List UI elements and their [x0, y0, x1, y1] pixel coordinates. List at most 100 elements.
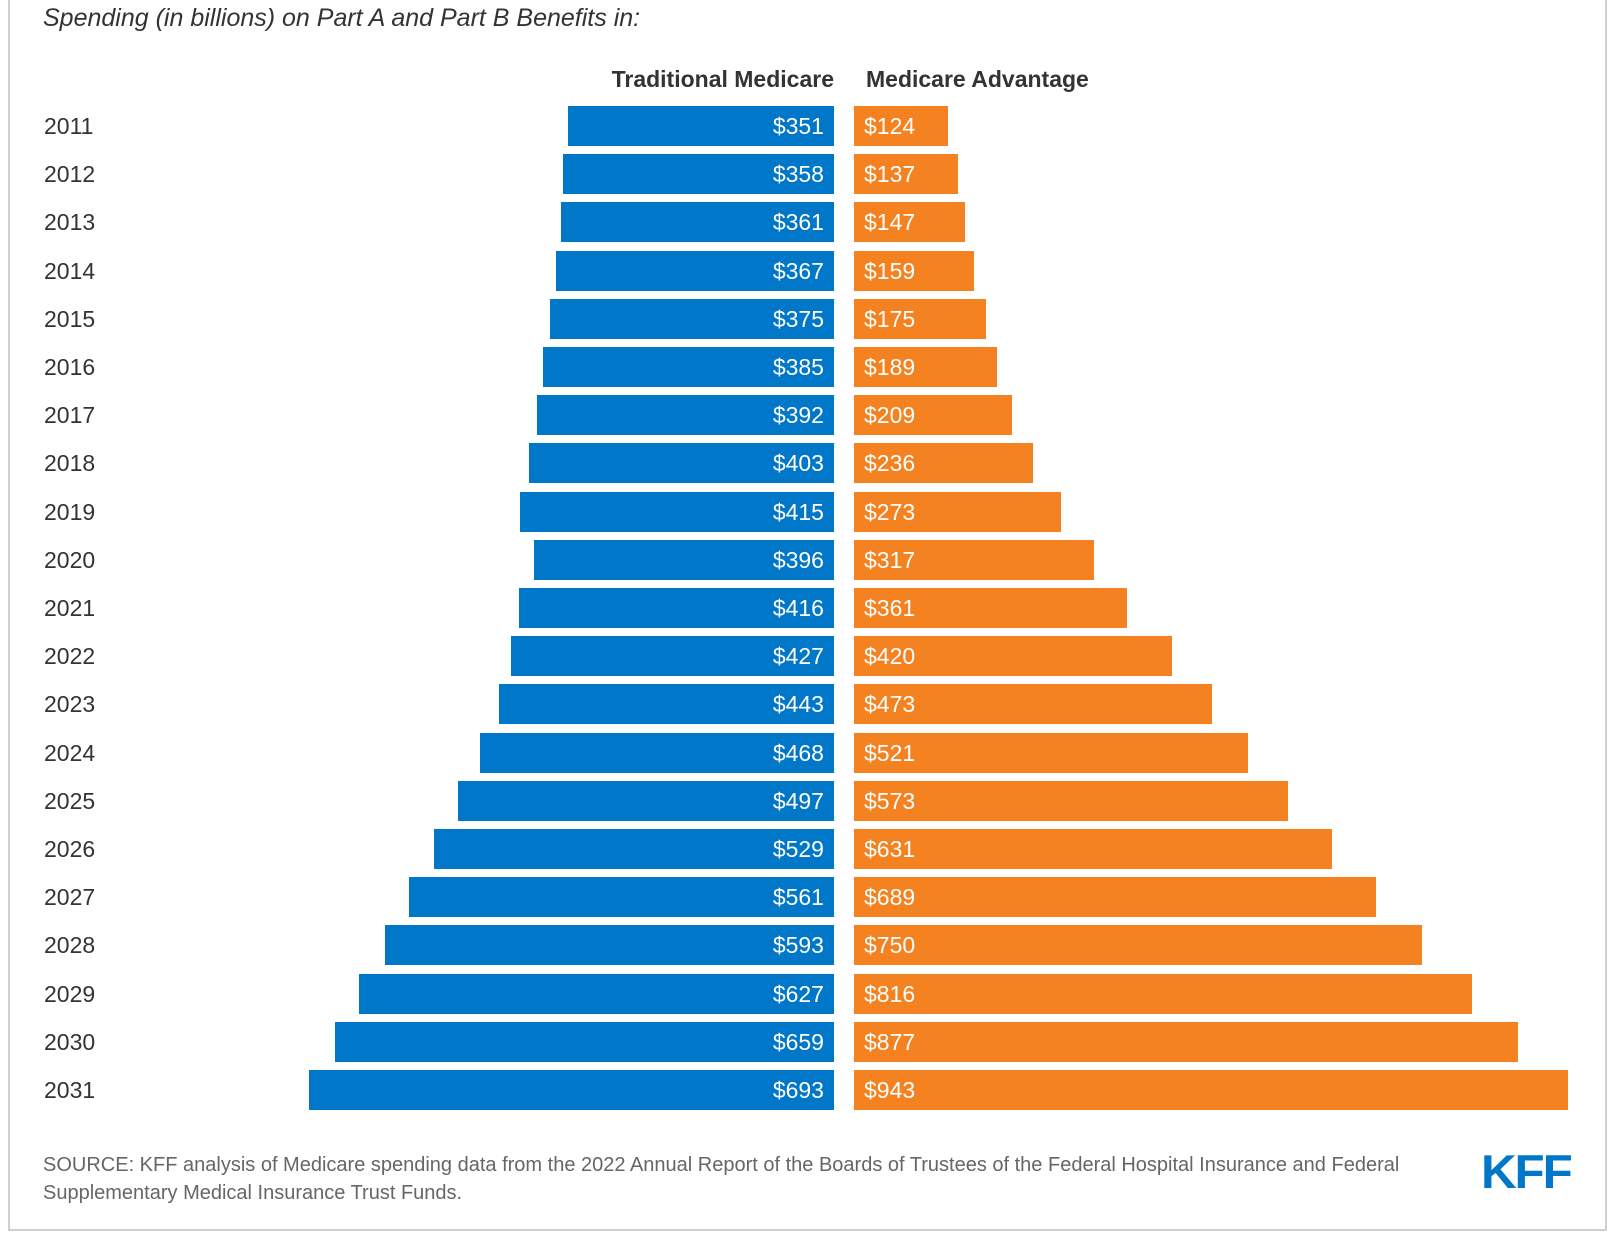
category-label-2016: 2016 [44, 354, 96, 380]
bar-traditional-medicare-2031: $693 [309, 1070, 834, 1110]
bar-medicare-advantage-2029: $816 [854, 973, 1472, 1014]
data-label: $209 [864, 402, 916, 429]
bar-medicare-advantage-2026: $631 [854, 829, 1332, 869]
category-label-2015: 2015 [44, 305, 96, 332]
category-label-2014: 2014 [44, 257, 96, 284]
category-label-2017: 2017 [44, 402, 96, 429]
data-label: $468 [772, 739, 824, 766]
category-label-2023: 2023 [44, 691, 96, 718]
bar-traditional-medicare-2029: $627 [359, 973, 834, 1014]
chart-frame [8, 0, 1607, 1231]
data-label: $273 [864, 498, 916, 525]
category-label-2027: 2027 [44, 884, 96, 911]
data-label: $367 [772, 257, 824, 284]
data-label: $416 [772, 595, 824, 621]
category-label-2011: 2011 [44, 113, 94, 139]
bar-medicare-advantage-2012: $137 [854, 154, 958, 195]
bar-traditional-medicare-2026: $529 [433, 829, 834, 869]
data-label: $189 [864, 354, 916, 380]
data-label: $361 [864, 595, 916, 621]
data-label: $385 [772, 354, 824, 380]
bar-traditional-medicare-2025: $497 [457, 780, 834, 821]
bar-medicare-advantage-2015: $175 [854, 298, 987, 339]
bar-traditional-medicare-2011: $351 [568, 106, 834, 146]
chart-title: Spending (in billions) on Part A and Par… [43, 4, 641, 32]
data-label: $403 [772, 450, 824, 477]
bar-traditional-medicare-2028: $593 [385, 925, 834, 966]
category-label-2018: 2018 [44, 450, 96, 477]
bar-medicare-advantage-2028: $750 [854, 925, 1422, 966]
data-label: $392 [772, 402, 824, 429]
bar-traditional-medicare-2019: $415 [519, 491, 834, 532]
category-label-2025: 2025 [44, 787, 96, 814]
data-label: $358 [772, 161, 824, 188]
bar-traditional-medicare-2015: $375 [550, 298, 834, 339]
data-label: $137 [864, 161, 916, 188]
category-label-2028: 2028 [44, 932, 96, 959]
data-label: $415 [772, 498, 824, 525]
bar-medicare-advantage-2014: $159 [854, 250, 975, 291]
category-label-2022: 2022 [44, 643, 96, 670]
data-label: $443 [772, 691, 824, 718]
data-label: $573 [864, 787, 916, 814]
data-label: $561 [772, 884, 824, 911]
bar-medicare-advantage-2016: $189 [854, 347, 998, 387]
data-label: $375 [772, 305, 824, 332]
category-label-2013: 2013 [44, 209, 96, 236]
bar-traditional-medicare-2012: $358 [562, 154, 834, 195]
data-label: $497 [772, 787, 824, 814]
category-label-2021: 2021 [44, 595, 96, 621]
data-label: $159 [864, 257, 916, 284]
data-label: $659 [772, 1028, 824, 1055]
data-label: $816 [864, 980, 916, 1007]
bar-traditional-medicare-2020: $396 [534, 539, 834, 580]
bar-medicare-advantage-2013: $147 [854, 202, 966, 243]
bar-medicare-advantage-2017: $209 [854, 395, 1013, 436]
bar-medicare-advantage-2019: $273 [854, 491, 1061, 532]
data-label: $529 [772, 836, 824, 862]
category-label-2020: 2020 [44, 546, 96, 573]
category-label-2019: 2019 [44, 498, 96, 525]
bar-medicare-advantage-2031: $943 [854, 1070, 1568, 1110]
data-label: $175 [864, 305, 916, 332]
bar-medicare-advantage-2022: $420 [854, 636, 1172, 677]
category-label-2029: 2029 [44, 980, 96, 1007]
data-label: $396 [772, 546, 824, 573]
data-label: $473 [864, 691, 916, 718]
data-label: $593 [772, 932, 824, 959]
bar-traditional-medicare-2022: $427 [510, 636, 834, 677]
data-label: $427 [772, 643, 824, 670]
data-label: $943 [864, 1077, 916, 1103]
data-label: $877 [864, 1028, 916, 1055]
category-label-2024: 2024 [44, 739, 96, 766]
bar-medicare-advantage-2021: $361 [854, 588, 1128, 628]
bar-traditional-medicare-2027: $561 [409, 877, 834, 918]
category-label-2031: 2031 [44, 1077, 96, 1103]
series-header-medicare-advantage: Medicare Advantage [866, 66, 1089, 92]
source-note: SOURCE: KFF analysis of Medicare spendin… [43, 1154, 1400, 1204]
bar-medicare-advantage-2020: $317 [854, 539, 1094, 580]
data-label: $693 [772, 1077, 824, 1103]
data-label: $317 [864, 546, 916, 573]
data-label: $236 [864, 450, 916, 477]
data-label: $521 [864, 739, 916, 766]
bar-traditional-medicare-2013: $361 [560, 202, 834, 243]
data-label: $351 [772, 113, 824, 139]
data-label: $147 [864, 209, 916, 236]
category-label-2030: 2030 [44, 1028, 96, 1055]
data-label: $750 [864, 932, 916, 959]
category-label-2026: 2026 [44, 836, 96, 862]
data-label: $689 [864, 884, 916, 911]
bar-traditional-medicare-2017: $392 [537, 395, 834, 436]
bar-medicare-advantage-2018: $236 [854, 443, 1033, 484]
bar-traditional-medicare-2014: $367 [556, 250, 834, 291]
bar-traditional-medicare-2023: $443 [498, 684, 834, 725]
data-label: $631 [864, 836, 916, 862]
bar-medicare-advantage-2027: $689 [854, 877, 1376, 918]
bar-traditional-medicare-2021: $416 [519, 588, 834, 628]
data-label: $124 [864, 113, 916, 139]
bar-traditional-medicare-2024: $468 [479, 732, 834, 773]
bar-traditional-medicare-2018: $403 [528, 443, 834, 484]
bar-medicare-advantage-2011: $124 [854, 106, 948, 146]
bar-traditional-medicare-2030: $659 [335, 1021, 834, 1062]
